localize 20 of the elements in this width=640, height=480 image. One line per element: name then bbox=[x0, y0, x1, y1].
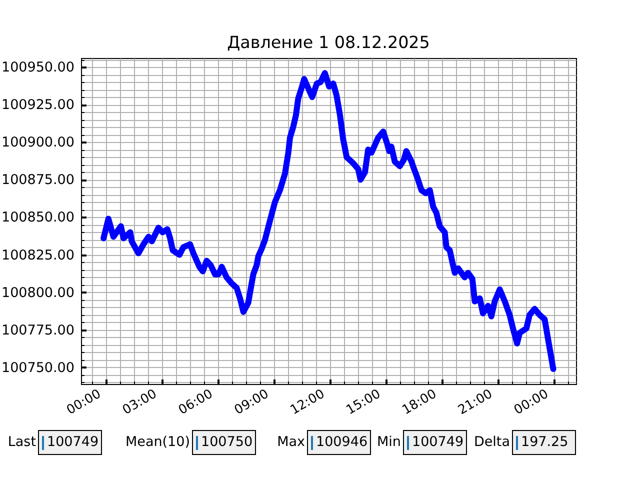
text: Max bbox=[277, 433, 305, 452]
y-tick-label: 100750.00 bbox=[1, 360, 74, 376]
text-field: 100946 bbox=[307, 430, 371, 455]
y-tick-label: 100825.00 bbox=[1, 247, 74, 264]
text-field: 100749 bbox=[403, 430, 467, 455]
text: Min bbox=[377, 433, 401, 452]
y-tick-label: 100925.00 bbox=[1, 97, 74, 114]
y-tick-label: 100900.00 bbox=[1, 134, 74, 151]
y-tick-label: 100875.00 bbox=[1, 172, 74, 188]
text-field: 100749 bbox=[38, 430, 102, 455]
y-tick-label: 100850.00 bbox=[1, 210, 74, 226]
y-tick-label: 100800.00 bbox=[1, 284, 74, 301]
y-tick-label: 100950.00 bbox=[1, 60, 74, 76]
chart-title: Давление 1 08.12.2025 bbox=[227, 32, 430, 52]
text: Last bbox=[8, 433, 36, 452]
y-tick-label: 100775.00 bbox=[1, 322, 74, 338]
text: Delta bbox=[474, 433, 510, 452]
text-field: 100750 bbox=[192, 430, 256, 455]
text: Mean(10) bbox=[126, 433, 190, 452]
text-field: 197.25 bbox=[512, 430, 576, 455]
